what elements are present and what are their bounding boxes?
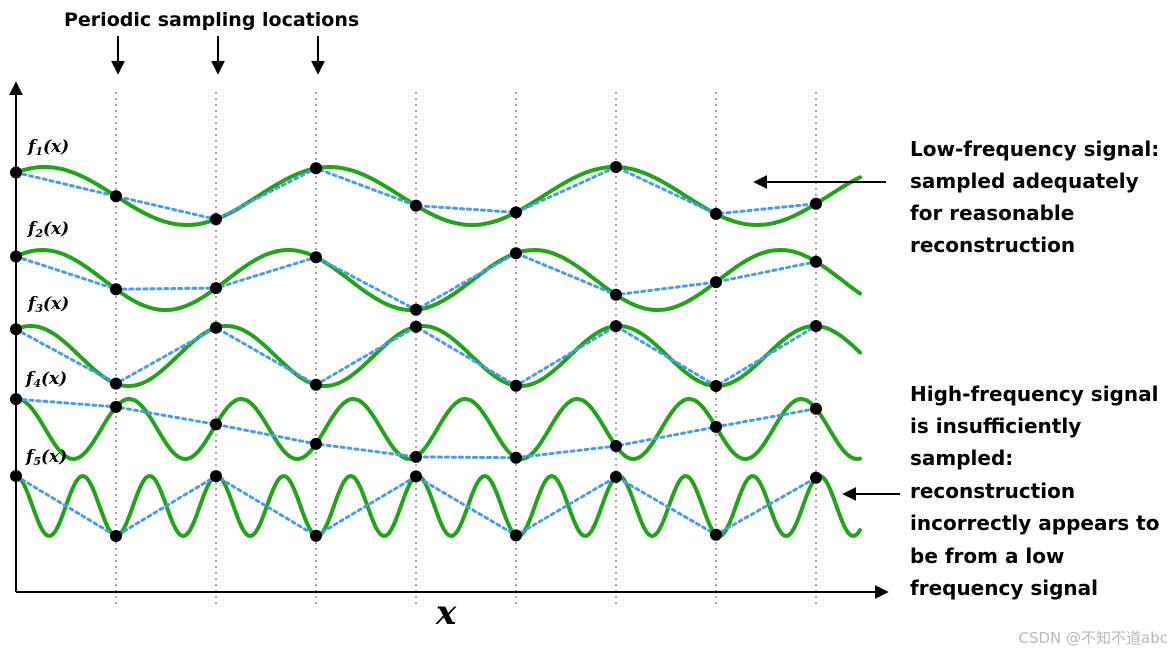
sample-point [510,247,522,260]
sample-point [610,470,622,483]
high-frequency-note: High-frequency signal is insufficiently … [910,382,1159,600]
sample-point [210,282,222,295]
high-note-line-5: incorrectly appears to [910,511,1159,535]
low-note-line-2: sampled adequately [910,169,1139,193]
sample-point [510,451,522,464]
sample-point [410,199,422,212]
high-note-line-2: is insufficiently [910,414,1081,438]
signal-curve-4 [14,397,862,461]
low-note-line-3: for reasonable [910,201,1074,225]
sample-point [510,529,522,542]
sample-point [210,213,222,226]
sample-point [710,276,722,289]
watermark: CSDN @不知不道abc [1019,629,1169,647]
sample-point [10,166,22,179]
sample-point [810,402,822,415]
sample-point [610,440,622,452]
sample-point [810,471,822,484]
sample-point [610,320,622,333]
sample-point [710,207,722,220]
sample-point [410,470,422,483]
diagram-title: Periodic sampling locations [64,9,359,31]
high-note-line-6: be from a low [910,544,1064,568]
sample-point [510,206,522,219]
sample-point [610,161,622,173]
sample-point [410,303,422,316]
sample-point [10,323,22,336]
function-label-3: f3(x) [27,294,69,315]
low-frequency-note: Low-frequency signal: sampled adequately… [910,137,1159,257]
sample-point [10,393,22,406]
sample-point [210,418,222,431]
function-label-2: f2(x) [27,219,69,240]
sample-point [110,190,122,203]
sampling-lines [115,92,817,604]
sample-point [310,251,322,264]
sample-point [110,530,122,542]
high-note-line-1: High-frequency signal [910,382,1158,406]
signal-curve-5 [14,474,862,538]
sample-point [10,470,22,482]
sample-point [410,320,422,333]
sample-point [710,528,722,541]
sample-point [110,283,122,296]
function-label-1: f1(x) [27,137,69,158]
sample-point [210,321,222,334]
function-label-4: f4(x) [25,369,67,390]
sample-point [410,450,422,463]
sample-point [810,320,822,332]
function-label-5: f5(x) [25,447,67,468]
sample-point [10,250,22,263]
low-note-line-1: Low-frequency signal: [910,137,1159,161]
sample-point [310,529,322,542]
function-labels: f1(x) f2(x) f3(x) f4(x) f5(x) [25,137,69,468]
sample-point [710,420,722,433]
high-note-line-7: frequency signal [910,576,1098,600]
x-axis-label: x [435,593,457,633]
sample-point [310,162,322,175]
sample-point [710,380,722,392]
high-note-line-4: reconstruction [910,479,1075,503]
signal-curve-1 [14,165,862,227]
sample-points [10,161,822,542]
low-note-line-4: reconstruction [910,233,1075,257]
sample-point [110,400,122,413]
sample-point [810,255,822,268]
high-note-line-3: sampled: [910,446,1013,470]
sample-point [310,378,322,391]
sample-point [610,288,622,301]
sample-point [310,437,322,450]
sample-point [210,470,222,483]
sample-point [810,197,822,210]
signals [14,165,862,538]
sample-point [510,379,522,392]
sample-point [110,377,122,390]
